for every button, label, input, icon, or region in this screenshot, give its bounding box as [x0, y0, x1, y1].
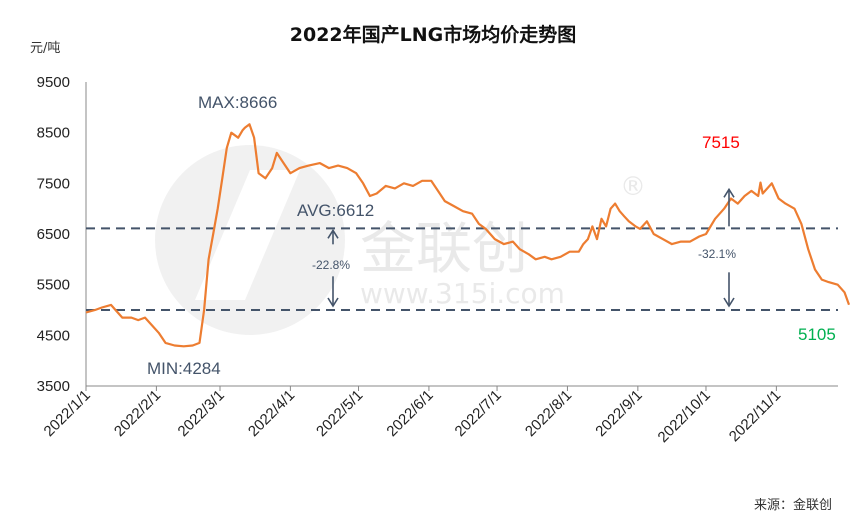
- x-tick-label: 2022/3/1: [175, 387, 228, 440]
- watermark-brand: 金联创: [360, 217, 528, 282]
- watermark-site: www.315i.com: [360, 277, 565, 310]
- x-tick-label: 2022/5/1: [313, 387, 366, 440]
- peak-down-arrow-head: [723, 297, 735, 308]
- x-tick-label: 2022/7/1: [452, 387, 505, 440]
- y-axis-unit: 元/吨: [30, 41, 60, 56]
- avg-down-arrow-head: [327, 297, 339, 308]
- watermark: 金联创 ® www.315i.com: [155, 145, 646, 335]
- source-note: 来源：金联创: [754, 497, 832, 513]
- x-tick-label: 2022/4/1: [245, 387, 298, 440]
- x-tick-label: 2022/11/1: [726, 387, 784, 445]
- y-tick-label: 4500: [37, 327, 70, 344]
- y-ticks: 3500 4500 5500 6500 7500 8500 9500: [37, 74, 70, 395]
- x-tick-label: 2022/6/1: [383, 387, 436, 440]
- max-label: MAX:8666: [198, 93, 277, 112]
- avg-change-label: -22.8%: [312, 258, 350, 272]
- change-arrows: [327, 187, 735, 308]
- x-tick-label: 2022/10/1: [655, 387, 714, 446]
- price-series-line: [85, 123, 851, 348]
- peak-label: 7515: [702, 133, 740, 152]
- y-tick-label: 8500: [37, 125, 70, 142]
- latest-label: 5105: [798, 325, 836, 344]
- y-tick-label: 9500: [37, 74, 70, 91]
- y-tick-label: 5500: [37, 277, 70, 294]
- x-tick-label: 2022/9/1: [592, 387, 645, 440]
- peak-change-label: -32.1%: [698, 247, 736, 261]
- chart-title: 2022年国产LNG市场均价走势图: [290, 23, 577, 46]
- watermark-registered: ®: [620, 172, 646, 202]
- x-ticks: 2022/1/1 2022/2/1 2022/3/1 2022/4/1 2022/5/1…: [41, 386, 784, 446]
- y-tick-label: 6500: [37, 226, 70, 243]
- watermark-logo-slash: [195, 170, 300, 300]
- avg-up-arrow-head: [327, 228, 339, 239]
- y-tick-label: 7500: [37, 175, 70, 192]
- avg-label: AVG:6612: [297, 201, 374, 220]
- x-tick-label: 2022/8/1: [522, 387, 575, 440]
- y-tick-label: 3500: [37, 378, 70, 395]
- min-label: MIN:4284: [147, 359, 221, 378]
- x-tick-label: 2022/2/1: [111, 387, 164, 440]
- peak-up-arrow-head: [723, 187, 735, 198]
